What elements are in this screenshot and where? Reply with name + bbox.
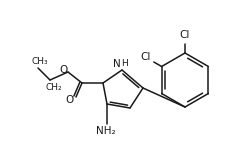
Text: N: N [113, 59, 121, 69]
Text: H: H [121, 59, 127, 69]
Text: O: O [59, 65, 67, 75]
Text: NH₂: NH₂ [96, 126, 116, 136]
Text: Cl: Cl [180, 30, 190, 40]
Text: CH₃: CH₃ [32, 58, 48, 66]
Text: O: O [65, 95, 73, 105]
Text: CH₂: CH₂ [46, 82, 62, 92]
Text: Cl: Cl [141, 52, 151, 63]
